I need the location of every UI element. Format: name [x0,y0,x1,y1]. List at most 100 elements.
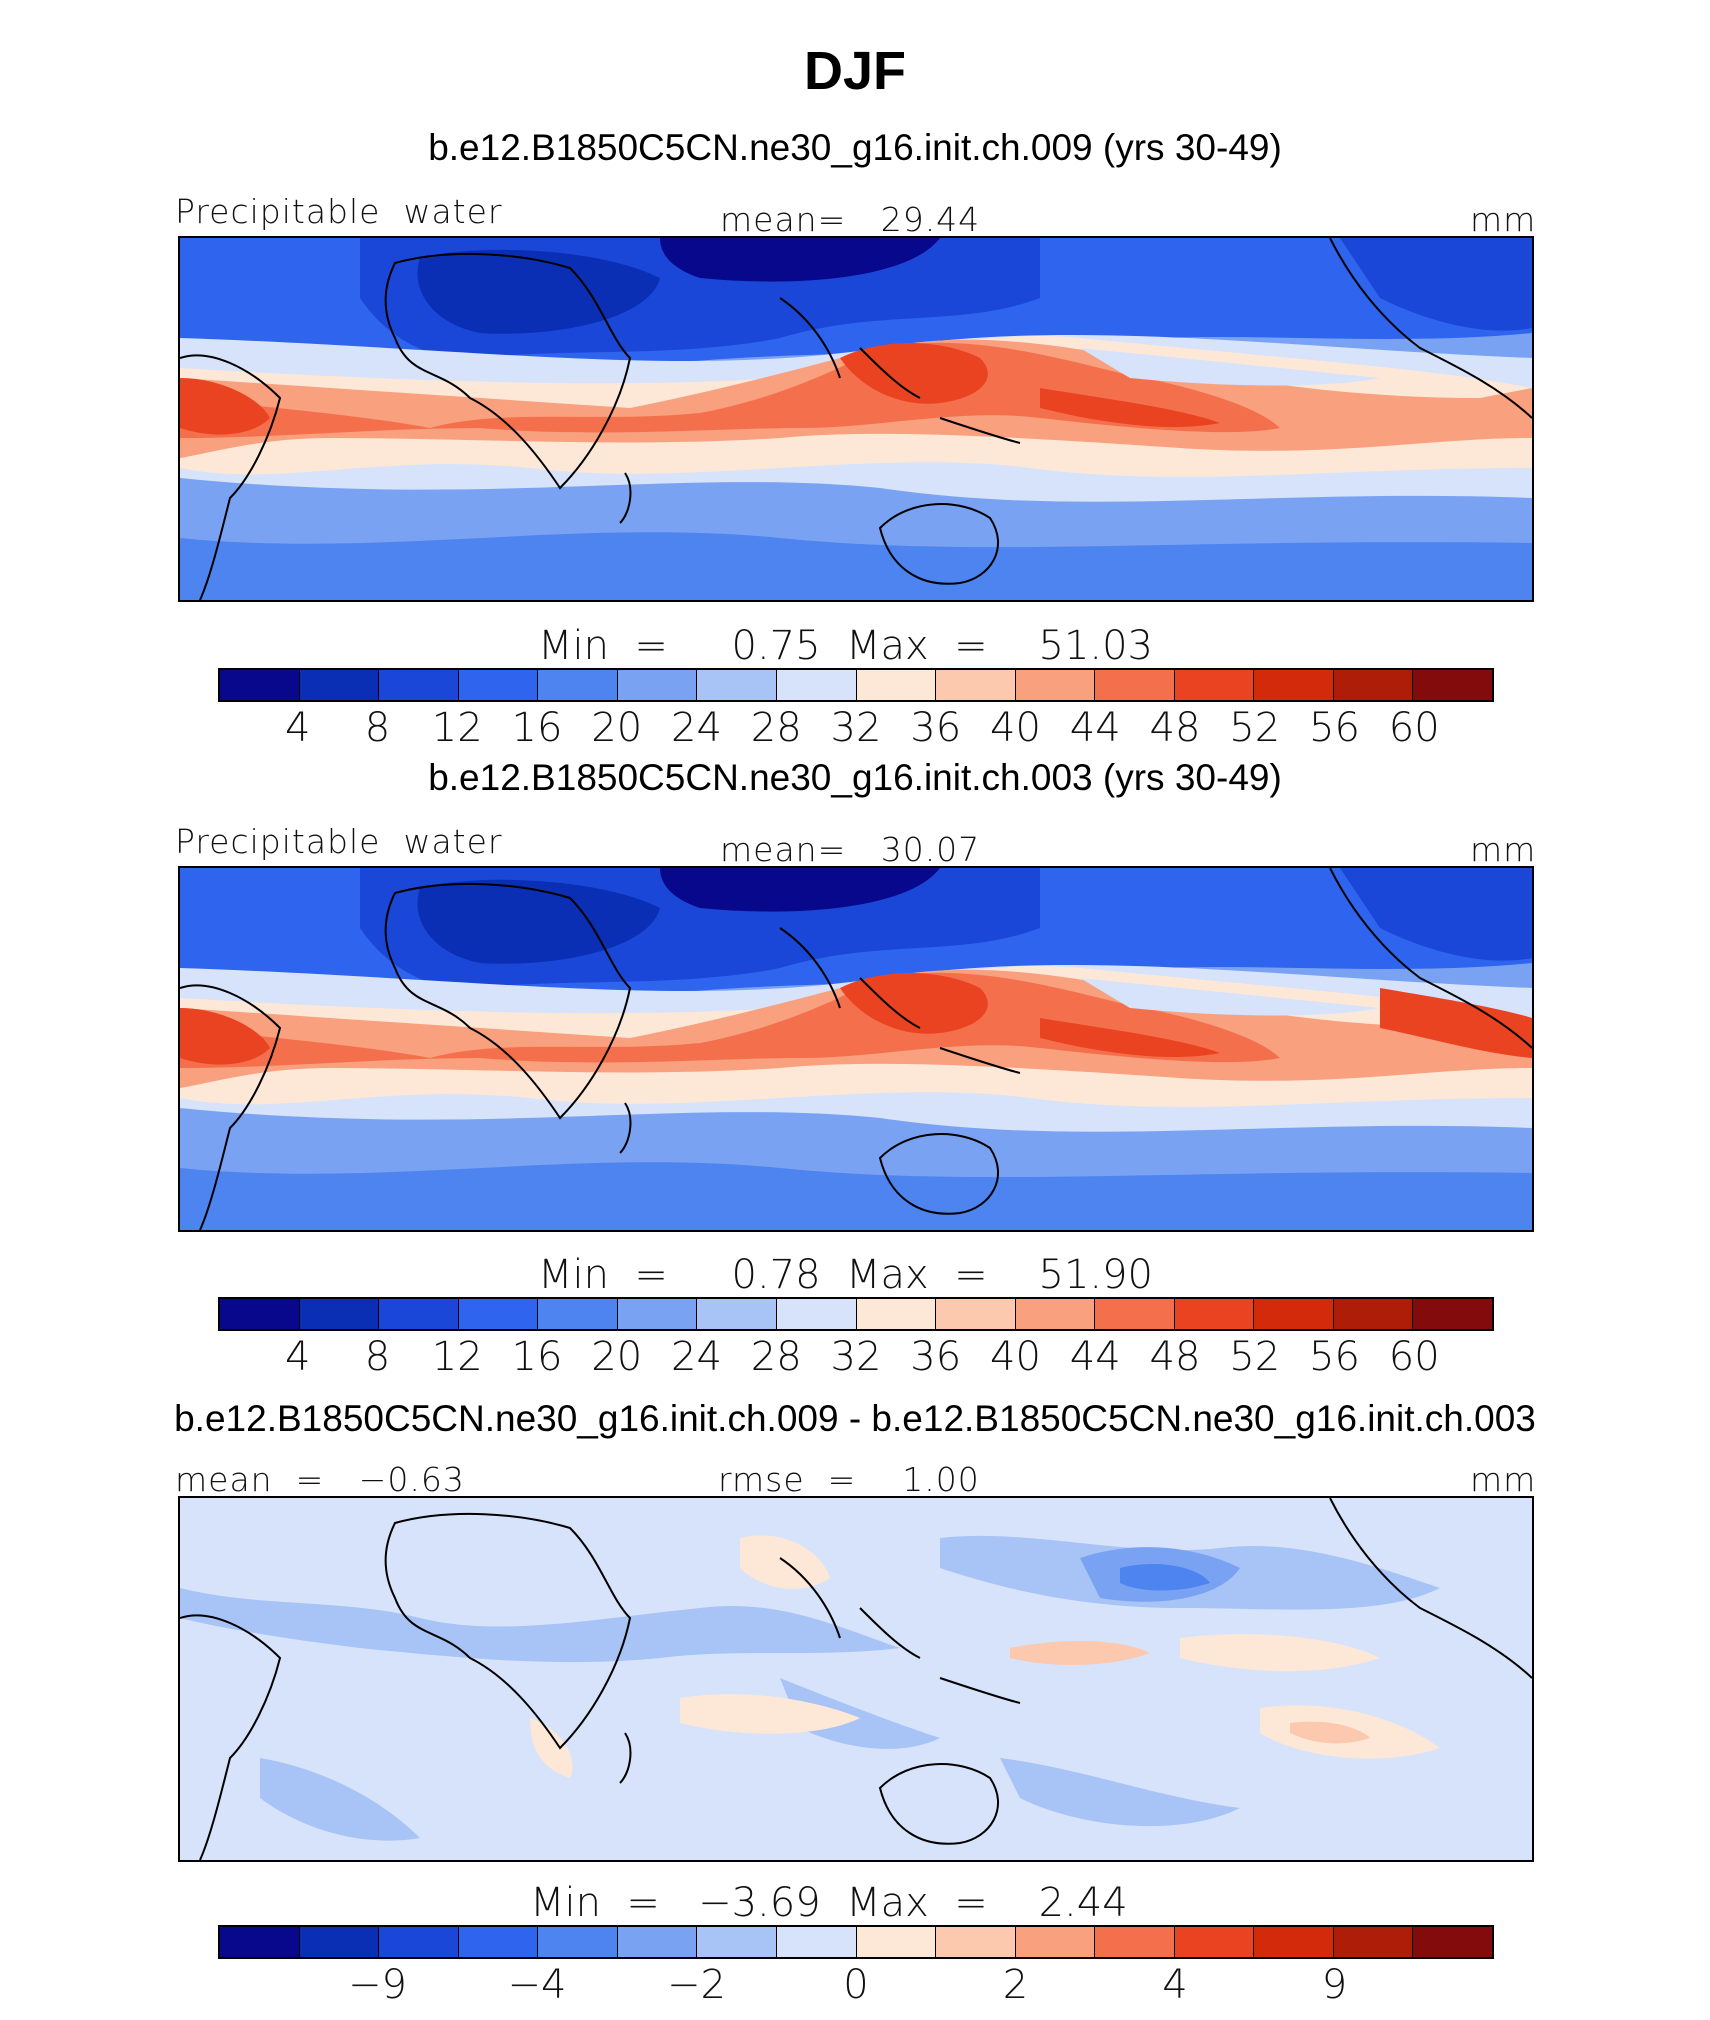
panel2-field-east-pacific [1380,988,1532,1058]
panel1-tick-label: 4 [285,705,311,751]
panel2-colorbar-cell [1095,1299,1175,1329]
panel2-field-arabia-core [660,868,940,912]
panel1-colorbar-cell [458,670,539,700]
panel1-tick-label: 56 [1309,705,1360,751]
panel2-field-amazon [180,1008,270,1065]
panel2-americas-outline [1329,868,1532,1049]
panel3-colorbar-cell [1015,1927,1096,1957]
panel1-field-amazon [180,378,270,435]
panel1-tick-label: 16 [511,705,563,751]
panel3-tick-label: 2 [1002,1962,1029,2008]
panel3-tick-label: 0 [843,1962,869,2008]
panel3-field-pos-east-pacific [1180,1634,1380,1672]
panel2-tick-label: 52 [1229,1334,1281,1380]
panel1-colorbar [218,668,1494,702]
panel1-colorbar-cell [1254,670,1334,700]
panel1-colorbar-cell [1174,670,1255,700]
panel2-field-sahara-core [417,879,660,964]
panel3-colorbar-cell [1095,1927,1175,1957]
panel1-colorbar-cell [936,670,1016,700]
panel3-colorbar-cell [379,1927,459,1957]
figure-title: DJF [803,41,906,101]
panel2-colorbar-cell [617,1299,698,1329]
panel2-colorbar-cell [697,1299,777,1329]
panel1-colorbar-cell [617,670,698,700]
panel1-colorbar-cell [299,670,380,700]
panel3-colorbar-cell [458,1927,539,1957]
panel2-case-title: b.e12.B1850C5CN.ne30_g16.init.ch.003 (yr… [428,757,1282,798]
panel2-mean-label: mean= 30.07 [720,830,981,869]
panel3-colorbar-cell [936,1927,1016,1957]
panel3-case-title: b.e12.B1850C5CN.ne30_g16.init.ch.009 - b… [174,1398,1536,1439]
panel1-asia-islands-outline [779,297,1021,444]
panel1-field-sahara-core [417,249,660,334]
panel1-tick-label: 40 [990,705,1041,751]
panel3-colorbar-cell [856,1927,937,1957]
panel1-colorbar-cell [1413,670,1492,700]
panel3-colorbar-cell [299,1927,380,1957]
panel3-colorbar-cell [1413,1927,1492,1957]
panel3-colorbar-cell [1174,1927,1255,1957]
panel2-colorbar-cell [1174,1299,1255,1329]
panel3-field-neg-band1 [180,1588,900,1663]
panel1-field-tropics-48 [180,342,1280,438]
panel2-tick-label: 20 [591,1334,643,1380]
panel2-colorbar-cell [299,1299,380,1329]
panel2-colorbar-cell [936,1299,1016,1329]
panel3-field-neg-maritime [780,1678,940,1749]
panel2-colorbar-ticks: 4 8 12 16 20 24 28 32 36 40 44 48 52 56 … [218,1334,1494,1384]
panel2-tick-label: 4 [285,1334,311,1380]
panel3-colorbar-cell [220,1927,300,1957]
panel3-field-neg-pacific-min [1120,1563,1210,1591]
panel2-field-tropics-48 [180,972,1280,1068]
panel1-tick-label: 52 [1229,705,1281,751]
panel1-americas-outline [1329,238,1532,419]
panel1-colorbar-cell [856,670,937,700]
panel1-colorbar-cell [1095,670,1175,700]
panel1-units-label: mm [1470,200,1537,239]
panel2-colorbar-cell [220,1299,300,1329]
panel1-field-spcz [1040,388,1220,428]
panel2-field-eq-pacific-dry [1080,978,1380,1016]
panel2-samerica-outline [180,984,282,1230]
panel1-tick-label: 36 [910,705,962,751]
panel1-colorbar-cell [1015,670,1096,700]
panel3-field-pos-safrica [530,1718,573,1778]
panel1-samerica-outline [180,354,282,600]
panel1-tick-label: 48 [1149,705,1201,751]
panel2-tick-label: 56 [1309,1334,1360,1380]
panel2-field-spcz [1040,1018,1220,1058]
panel3-colorbar-cell [776,1927,857,1957]
panel2-tick-label: 24 [671,1334,722,1380]
panel2-colorbar-cell [379,1299,459,1329]
panel2-madagascar-outline [619,1102,632,1154]
panel1-tick-label: 28 [750,705,802,751]
panel2-colorbar [218,1297,1494,1331]
panel2-tick-label: 16 [511,1334,563,1380]
panel3-units-label: mm [1470,1460,1537,1499]
panel2-colorbar-cell [538,1299,618,1329]
panel3-map [178,1496,1534,1862]
panel1-colorbar-cell [697,670,777,700]
panel2-colorbar-cell [776,1299,857,1329]
panel3-africa-outline [384,1512,632,1750]
panel2-tick-label: 32 [830,1334,882,1380]
panel2-tick-label: 44 [1069,1334,1121,1380]
panel3-field-neg-south-atlantic [260,1758,420,1841]
panel2-tick-label: 60 [1388,1334,1440,1380]
panel2-tick-label: 8 [364,1334,391,1380]
panel2-minmax-label: Min = 0.78 Max = 51.90 [538,1252,1153,1298]
panel1-field-arabia-core [660,238,940,282]
panel3-mean-label: mean = −0.63 [175,1460,465,1499]
panel3-colorbar-cell [617,1927,698,1957]
panel1-australia-outline [878,503,1000,585]
panel1-minmax-label: Min = 0.75 Max = 51.03 [538,623,1153,669]
panel2-colorbar-cell [1413,1299,1492,1329]
panel2-units-label: mm [1470,830,1537,869]
panel3-madagascar-outline [619,1732,632,1784]
panel1-colorbar-cell [776,670,857,700]
panel2-asia-islands-outline [779,927,1021,1074]
panel3-colorbar [218,1925,1494,1959]
panel3-minmax-label: Min = −3.69 Max = 2.44 [530,1880,1128,1926]
panel1-tick-label: 24 [671,705,722,751]
